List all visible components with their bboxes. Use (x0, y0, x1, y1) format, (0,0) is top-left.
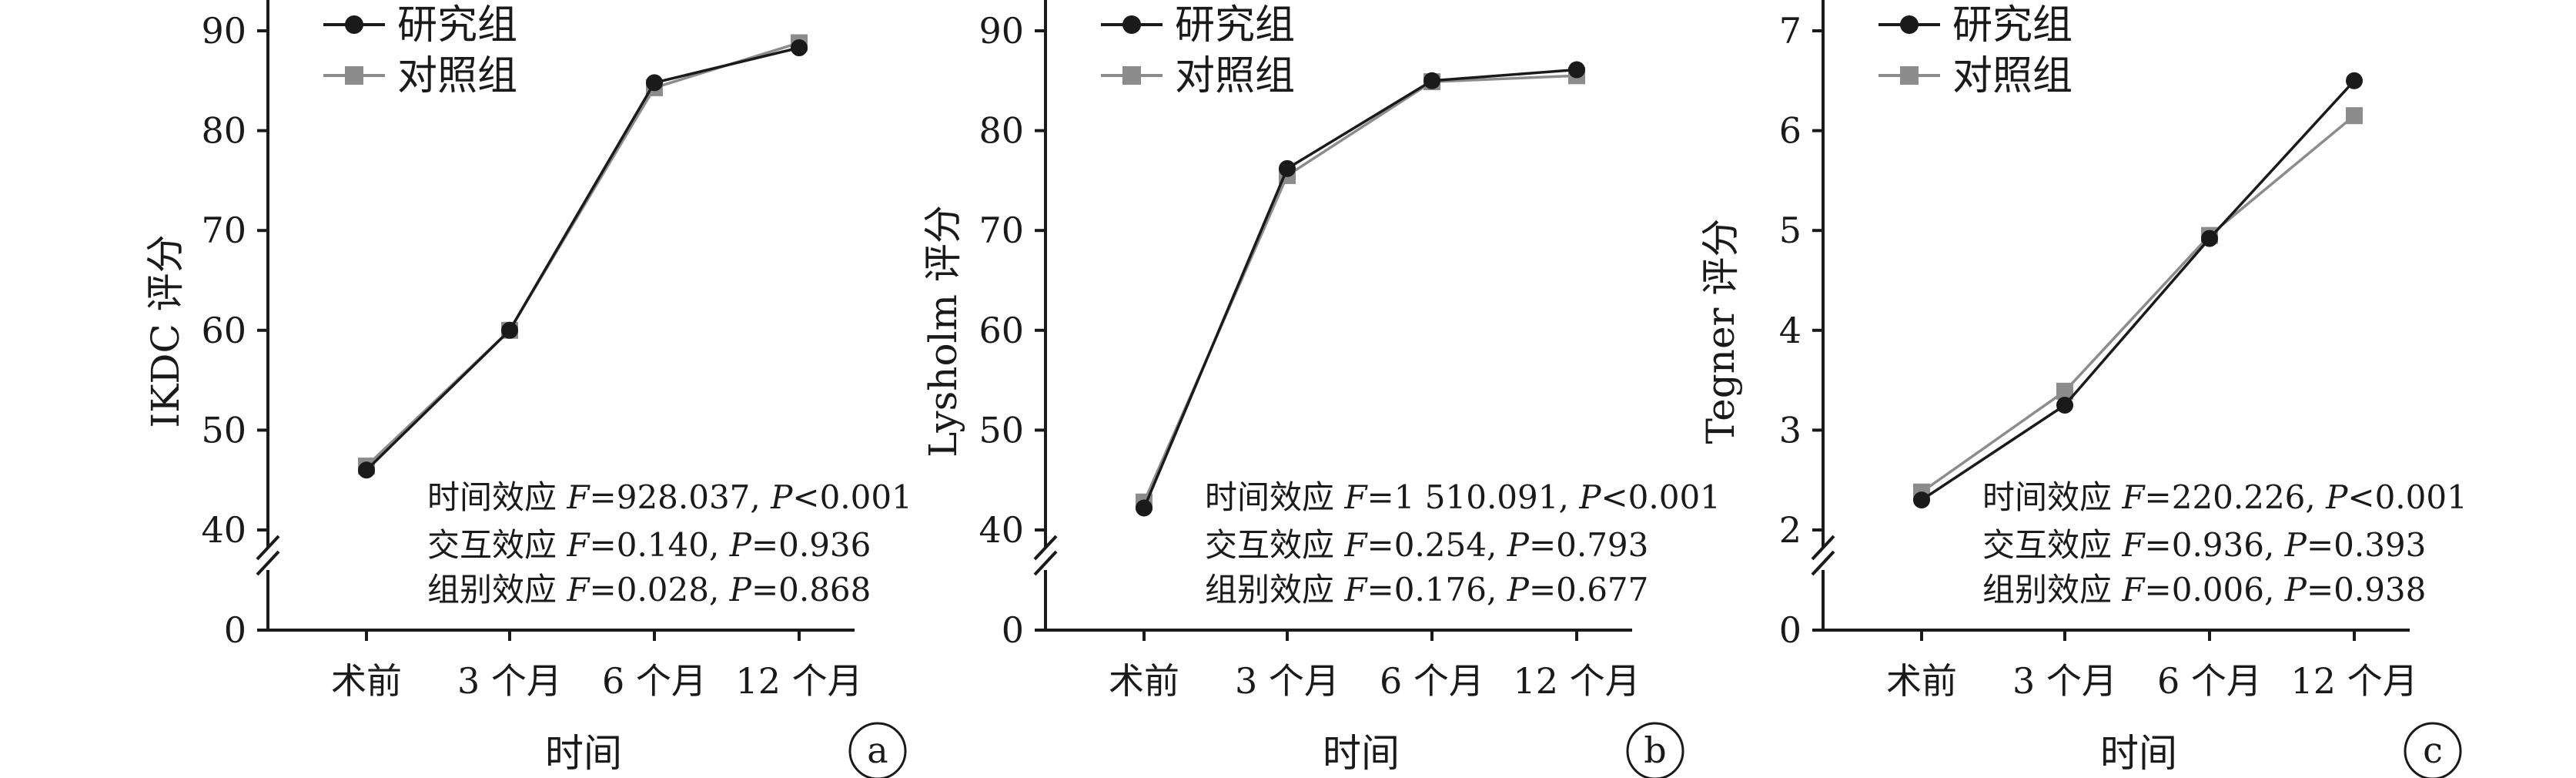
y-tick-label: 60 (201, 310, 246, 351)
y-tick-label: 6 (1779, 110, 1802, 152)
data-point-control (2346, 107, 2363, 125)
legend-marker-study (345, 15, 363, 34)
data-point-study (358, 461, 375, 479)
x-tick-label: 12 个月 (2290, 660, 2417, 702)
series-line-control (365, 41, 800, 468)
data-point-study (2056, 397, 2073, 414)
legend-label: 对照组 (397, 53, 517, 99)
y-tick-label: 50 (979, 409, 1024, 451)
y-tick-label: 3 (1779, 409, 1802, 451)
x-tick-label: 3 个月 (457, 660, 562, 702)
stats-annotation: 交互效应 F=0.936, P=0.393 (1982, 526, 2426, 564)
stats-annotation: 交互效应 F=0.254, P=0.793 (1205, 526, 1648, 564)
stats-annotation: 交互效应 F=0.140, P=0.936 (427, 526, 871, 564)
x-tick-label: 6 个月 (2157, 660, 2262, 702)
axis-break-mark (1811, 550, 1835, 576)
data-point-study (1136, 499, 1153, 517)
legend-label: 研究组 (1175, 2, 1295, 49)
y-tick-label: 40 (979, 509, 1024, 551)
y-tick-label: 90 (201, 10, 246, 52)
x-tick-label: 12 个月 (1513, 660, 1640, 702)
y-tick-label: 4 (1779, 310, 1802, 351)
legend-marker-control (345, 66, 363, 85)
legend-marker-control (1900, 66, 1919, 85)
x-axis-label: 时间 (2100, 731, 2177, 776)
stats-annotation: 组别效应 F=0.176, P=0.677 (1205, 571, 1648, 609)
panel-letter-circle (1626, 722, 1684, 778)
data-point-study (1423, 72, 1440, 89)
legend-label: 对照组 (1175, 53, 1295, 99)
y-tick-label: 60 (979, 310, 1024, 351)
data-point-study (2201, 230, 2218, 247)
axis-break-mark (1033, 535, 1058, 561)
panel-letter: c (2423, 729, 2443, 771)
panel-letter: a (867, 729, 888, 771)
axis-break-mark (1811, 535, 1835, 561)
y-axis-label: IKDC 评分 (143, 234, 188, 428)
y-tick-label: 50 (201, 409, 246, 451)
legend-marker-control (1122, 66, 1141, 85)
legend-label: 研究组 (1952, 2, 2073, 49)
x-tick-label: 术前 (1886, 660, 1957, 702)
data-point-study (1913, 491, 1930, 509)
legend-label: 研究组 (397, 2, 517, 49)
data-point-control (2056, 382, 2073, 400)
series-line-control (1142, 74, 1577, 503)
legend-marker-study (1122, 15, 1141, 34)
panel-letter-circle (2404, 722, 2462, 778)
stats-annotation: 时间效应 F=928.037, P<0.001 (427, 478, 912, 516)
axis-break-mark (1033, 550, 1058, 576)
x-tick-label: 6 个月 (602, 660, 707, 702)
panel-letter: b (1644, 729, 1666, 771)
axis-break-mark (256, 535, 280, 561)
stats-annotation: 时间效应 F=220.226, P<0.001 (1982, 478, 2467, 516)
x-axis-label: 时间 (1323, 731, 1400, 776)
legend-label: 对照组 (1952, 53, 2073, 99)
y-tick-label: 40 (201, 509, 246, 551)
series-line-study (1921, 79, 2356, 501)
x-tick-label: 6 个月 (1380, 660, 1484, 702)
y-tick-label: 80 (201, 110, 246, 152)
chart-panel-b: 0 40 50 60 70 80 90 术前 3 个月 6 个月 12 个月 Lysholm 评分时间… (921, 0, 1721, 778)
y-tick-label: 70 (979, 210, 1024, 251)
x-tick-label: 术前 (331, 660, 402, 702)
y-tick-label: 80 (979, 110, 1024, 152)
x-axis-label: 时间 (545, 731, 622, 776)
y-tick-label: 7 (1779, 10, 1802, 52)
y-tick-label: 90 (979, 10, 1024, 52)
y-tick-label: 0 (1779, 609, 1802, 651)
data-point-study (1568, 61, 1585, 79)
y-tick-label: 0 (1002, 609, 1024, 651)
axis-break-mark (256, 550, 280, 576)
x-tick-label: 3 个月 (2012, 660, 2117, 702)
y-tick-label: 70 (201, 210, 246, 251)
series-line-control (1920, 114, 2356, 494)
data-point-study (646, 74, 663, 92)
x-tick-label: 12 个月 (735, 660, 862, 702)
y-axis-label: Tegner 评分 (1698, 219, 1743, 444)
y-tick-label: 2 (1779, 509, 1802, 551)
y-tick-label: 0 (224, 609, 246, 651)
stats-annotation: 组别效应 F=0.028, P=0.868 (427, 571, 871, 609)
data-point-study (1279, 159, 1296, 177)
y-axis-label: Lysholm 评分 (921, 205, 965, 458)
series-line-study (365, 46, 800, 471)
x-tick-label: 3 个月 (1235, 660, 1340, 702)
stats-annotation: 组别效应 F=0.006, P=0.938 (1982, 571, 2426, 609)
data-point-study (501, 321, 518, 339)
y-tick-label: 5 (1779, 210, 1802, 251)
data-point-study (2346, 72, 2363, 89)
data-point-study (791, 39, 808, 57)
legend-marker-study (1900, 15, 1919, 34)
panel-letter-circle (848, 722, 907, 778)
stats-annotation: 时间效应 F=1 510.091, P<0.001 (1205, 478, 1721, 516)
series-line-study (1142, 68, 1577, 509)
x-tick-label: 术前 (1109, 660, 1179, 702)
